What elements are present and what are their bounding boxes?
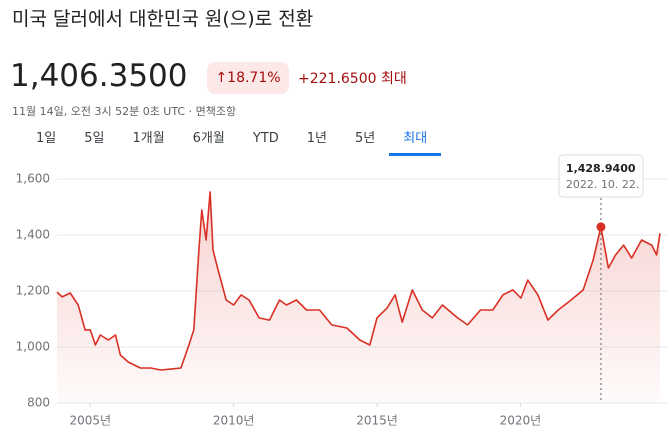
- x-tick-label: 2015년: [356, 414, 398, 428]
- tooltip-point: [596, 222, 606, 232]
- timestamp-line: 11월 14일, 오전 3시 52분 0초 UTC · 면책조항: [12, 105, 237, 118]
- range-tab[interactable]: YTD: [252, 131, 279, 146]
- tooltip-value: 1,428.9400: [566, 162, 636, 175]
- x-tick-label: 2010년: [213, 414, 255, 428]
- area: [57, 191, 660, 403]
- range-tabs: 1일 5일 1개월 6개월 YTD 1년 5년 최대: [22, 130, 442, 156]
- x-tick-label: 2020년: [500, 414, 542, 428]
- y-tick-label: 1,000: [16, 340, 50, 354]
- change-percent: 18.71%: [227, 70, 281, 86]
- range-tab[interactable]: 5년: [355, 131, 376, 146]
- range-tab[interactable]: 6개월: [192, 131, 225, 146]
- range-tab[interactable]: 1일: [36, 131, 57, 146]
- y-tick-label: 1,600: [16, 172, 50, 186]
- tooltip-date: 2022. 10. 22.: [566, 178, 639, 191]
- change-badge: ↑ 18.71%: [207, 62, 289, 94]
- disclaimer[interactable]: 면책조항: [195, 105, 237, 118]
- x-tick-label: 2005년: [69, 414, 111, 428]
- price-line: [56, 191, 661, 371]
- y-tick-label: 1,400: [16, 228, 50, 242]
- change-line: +221.6500 최대: [298, 68, 407, 88]
- price: 1,406.3500: [10, 58, 188, 94]
- range-tab[interactable]: 5일: [84, 131, 105, 146]
- timestamp: 11월 14일, 오전 3시 52분 0초 UTC: [12, 105, 186, 118]
- range-tab[interactable]: 1개월: [132, 131, 165, 146]
- range-tab[interactable]: 최대: [389, 130, 442, 156]
- tooltip-box: [558, 154, 644, 198]
- y-tick-label: 1,200: [16, 284, 50, 298]
- period: 최대: [380, 71, 407, 87]
- arrow-icon: ↑: [215, 70, 228, 86]
- title: 미국 달러에서 대한민국 원(으)로 전환: [12, 8, 314, 30]
- change: +221.6500: [298, 71, 377, 87]
- y-tick-label: 800: [27, 396, 50, 410]
- range-tab[interactable]: 1년: [306, 131, 328, 146]
